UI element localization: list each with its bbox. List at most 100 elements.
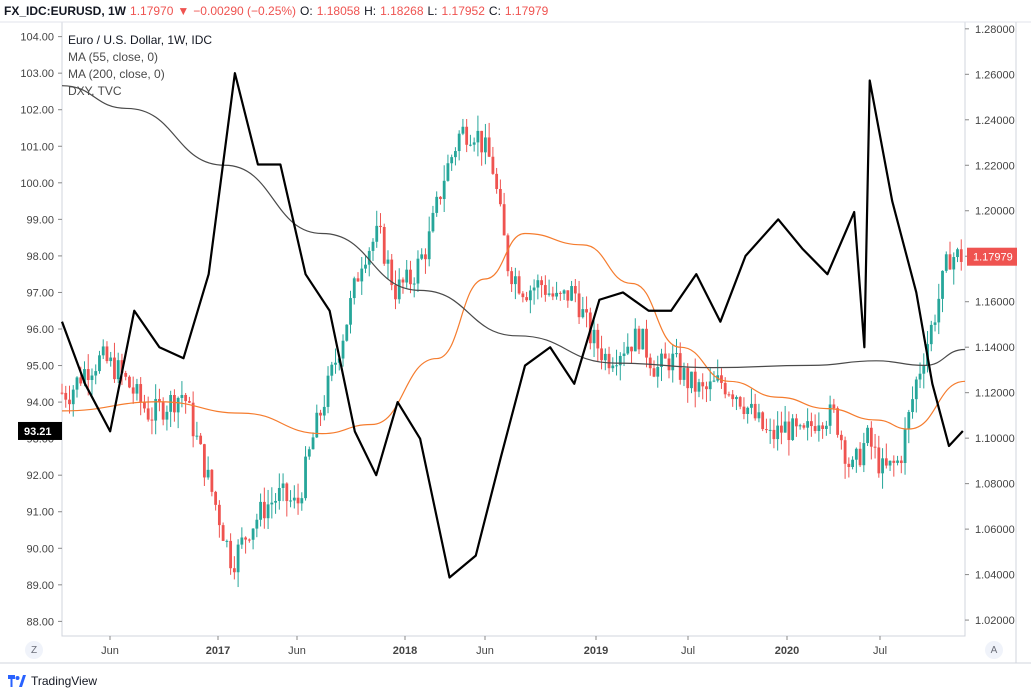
legend-ma55[interactable]: MA (55, close, 0) xyxy=(68,50,159,64)
right-axis-label: 1.12000 xyxy=(975,388,1015,400)
legend-main-series[interactable]: Euro / U.S. Dollar, 1W, IDC xyxy=(68,33,213,47)
candle-body xyxy=(83,369,86,384)
candle-body xyxy=(941,270,944,299)
left-axis-label: 97.00 xyxy=(26,287,54,299)
candle-body xyxy=(412,283,416,285)
candle-body xyxy=(656,366,660,377)
candle-body xyxy=(513,276,517,285)
candle-body xyxy=(828,404,832,426)
legend-ma200[interactable]: MA (200, close, 0) xyxy=(68,67,165,81)
x-axis-label: Jul xyxy=(681,645,695,657)
candle-body xyxy=(498,188,502,205)
candle-body xyxy=(765,429,768,431)
candle-body xyxy=(420,254,424,259)
candle-body xyxy=(319,412,322,416)
left-axis-label: 103.00 xyxy=(20,68,54,80)
candle-body xyxy=(903,429,907,464)
symbol-label[interactable]: FX_IDC:EURUSD, 1W xyxy=(4,4,127,18)
candle-body xyxy=(543,285,547,295)
candle-body xyxy=(637,328,641,350)
candle-body xyxy=(787,421,791,441)
candle-body xyxy=(465,126,469,145)
candle-body xyxy=(682,368,686,380)
candle-body xyxy=(285,483,289,502)
candle-body xyxy=(150,419,154,421)
candle-body xyxy=(821,425,825,429)
candle-body xyxy=(630,346,633,352)
candle-body xyxy=(232,568,236,573)
candle-body xyxy=(562,290,566,294)
candle-body xyxy=(611,365,615,369)
candle-body xyxy=(289,500,292,502)
candle-body xyxy=(326,375,330,407)
candle-body xyxy=(708,381,712,390)
candle-body xyxy=(255,519,259,529)
candle-body xyxy=(929,324,933,345)
candle-body xyxy=(551,293,555,297)
candle-body xyxy=(71,389,75,405)
right-axis-label: 1.22000 xyxy=(975,160,1015,172)
candle-body xyxy=(697,382,701,392)
candle-body xyxy=(322,406,326,416)
left-axis-label: 104.00 xyxy=(20,32,54,44)
candle-body xyxy=(914,379,918,400)
candle-body xyxy=(300,498,304,504)
candle-body xyxy=(873,446,877,448)
candle-body xyxy=(480,130,484,153)
candle-body xyxy=(274,500,277,503)
candle-body xyxy=(731,394,735,400)
right-axis-label: 1.14000 xyxy=(975,342,1015,354)
candle-body xyxy=(390,259,394,286)
candle-body xyxy=(427,231,431,260)
candle-body xyxy=(382,227,386,264)
candle-body xyxy=(746,407,750,415)
ma200-line xyxy=(61,85,966,369)
candle-body xyxy=(199,435,203,445)
candle-body xyxy=(221,525,225,541)
candle-body xyxy=(806,421,810,428)
dxy-badge-label: 93.21 xyxy=(24,426,52,438)
tradingview-logo-icon xyxy=(8,675,26,687)
candle-body xyxy=(780,425,783,433)
symbol-header: FX_IDC:EURUSD, 1W 1.17970 ▼ −0.00290 (−0… xyxy=(0,0,1031,22)
candle-body xyxy=(525,297,529,301)
last-price: 1.17970 xyxy=(130,4,174,18)
candle-body xyxy=(952,257,956,270)
candle-body xyxy=(686,368,690,389)
candle-body xyxy=(933,322,937,325)
candle-body xyxy=(109,357,113,362)
zoom-button[interactable]: Z xyxy=(25,641,43,659)
candle-body xyxy=(757,412,761,419)
candle-body xyxy=(424,254,427,260)
candle-body xyxy=(251,528,255,540)
footer-brand[interactable]: TradingView xyxy=(8,674,97,688)
candle-body xyxy=(330,364,334,376)
x-axis-label: 2020 xyxy=(775,645,799,657)
candle-body xyxy=(131,387,135,394)
candle-body xyxy=(442,180,446,200)
right-axis-label: 1.24000 xyxy=(975,115,1015,127)
candle-body xyxy=(839,434,843,441)
candle-body xyxy=(379,225,382,228)
ma55-line xyxy=(61,232,966,435)
price-badge xyxy=(967,247,1017,266)
candle-body xyxy=(690,371,693,389)
candle-body xyxy=(720,375,723,383)
open-label: O: xyxy=(300,4,313,18)
left-axis-label: 92.00 xyxy=(26,470,54,482)
candle-body xyxy=(435,196,439,213)
price-badge-label: 1.17979 xyxy=(973,252,1013,264)
candle-body xyxy=(139,384,143,402)
open-value: 1.18058 xyxy=(316,4,361,18)
candle-body xyxy=(753,403,757,419)
candle-body xyxy=(277,487,281,501)
candle-body xyxy=(176,397,180,413)
candle-body xyxy=(105,346,109,362)
candle-body xyxy=(240,537,244,545)
auto-scale-button[interactable]: A xyxy=(985,641,1003,659)
candle-body xyxy=(146,408,150,420)
left-axis-label: 98.00 xyxy=(26,251,54,263)
legend-dxy[interactable]: DXY, TVC xyxy=(68,84,122,98)
candle-body xyxy=(750,403,753,408)
